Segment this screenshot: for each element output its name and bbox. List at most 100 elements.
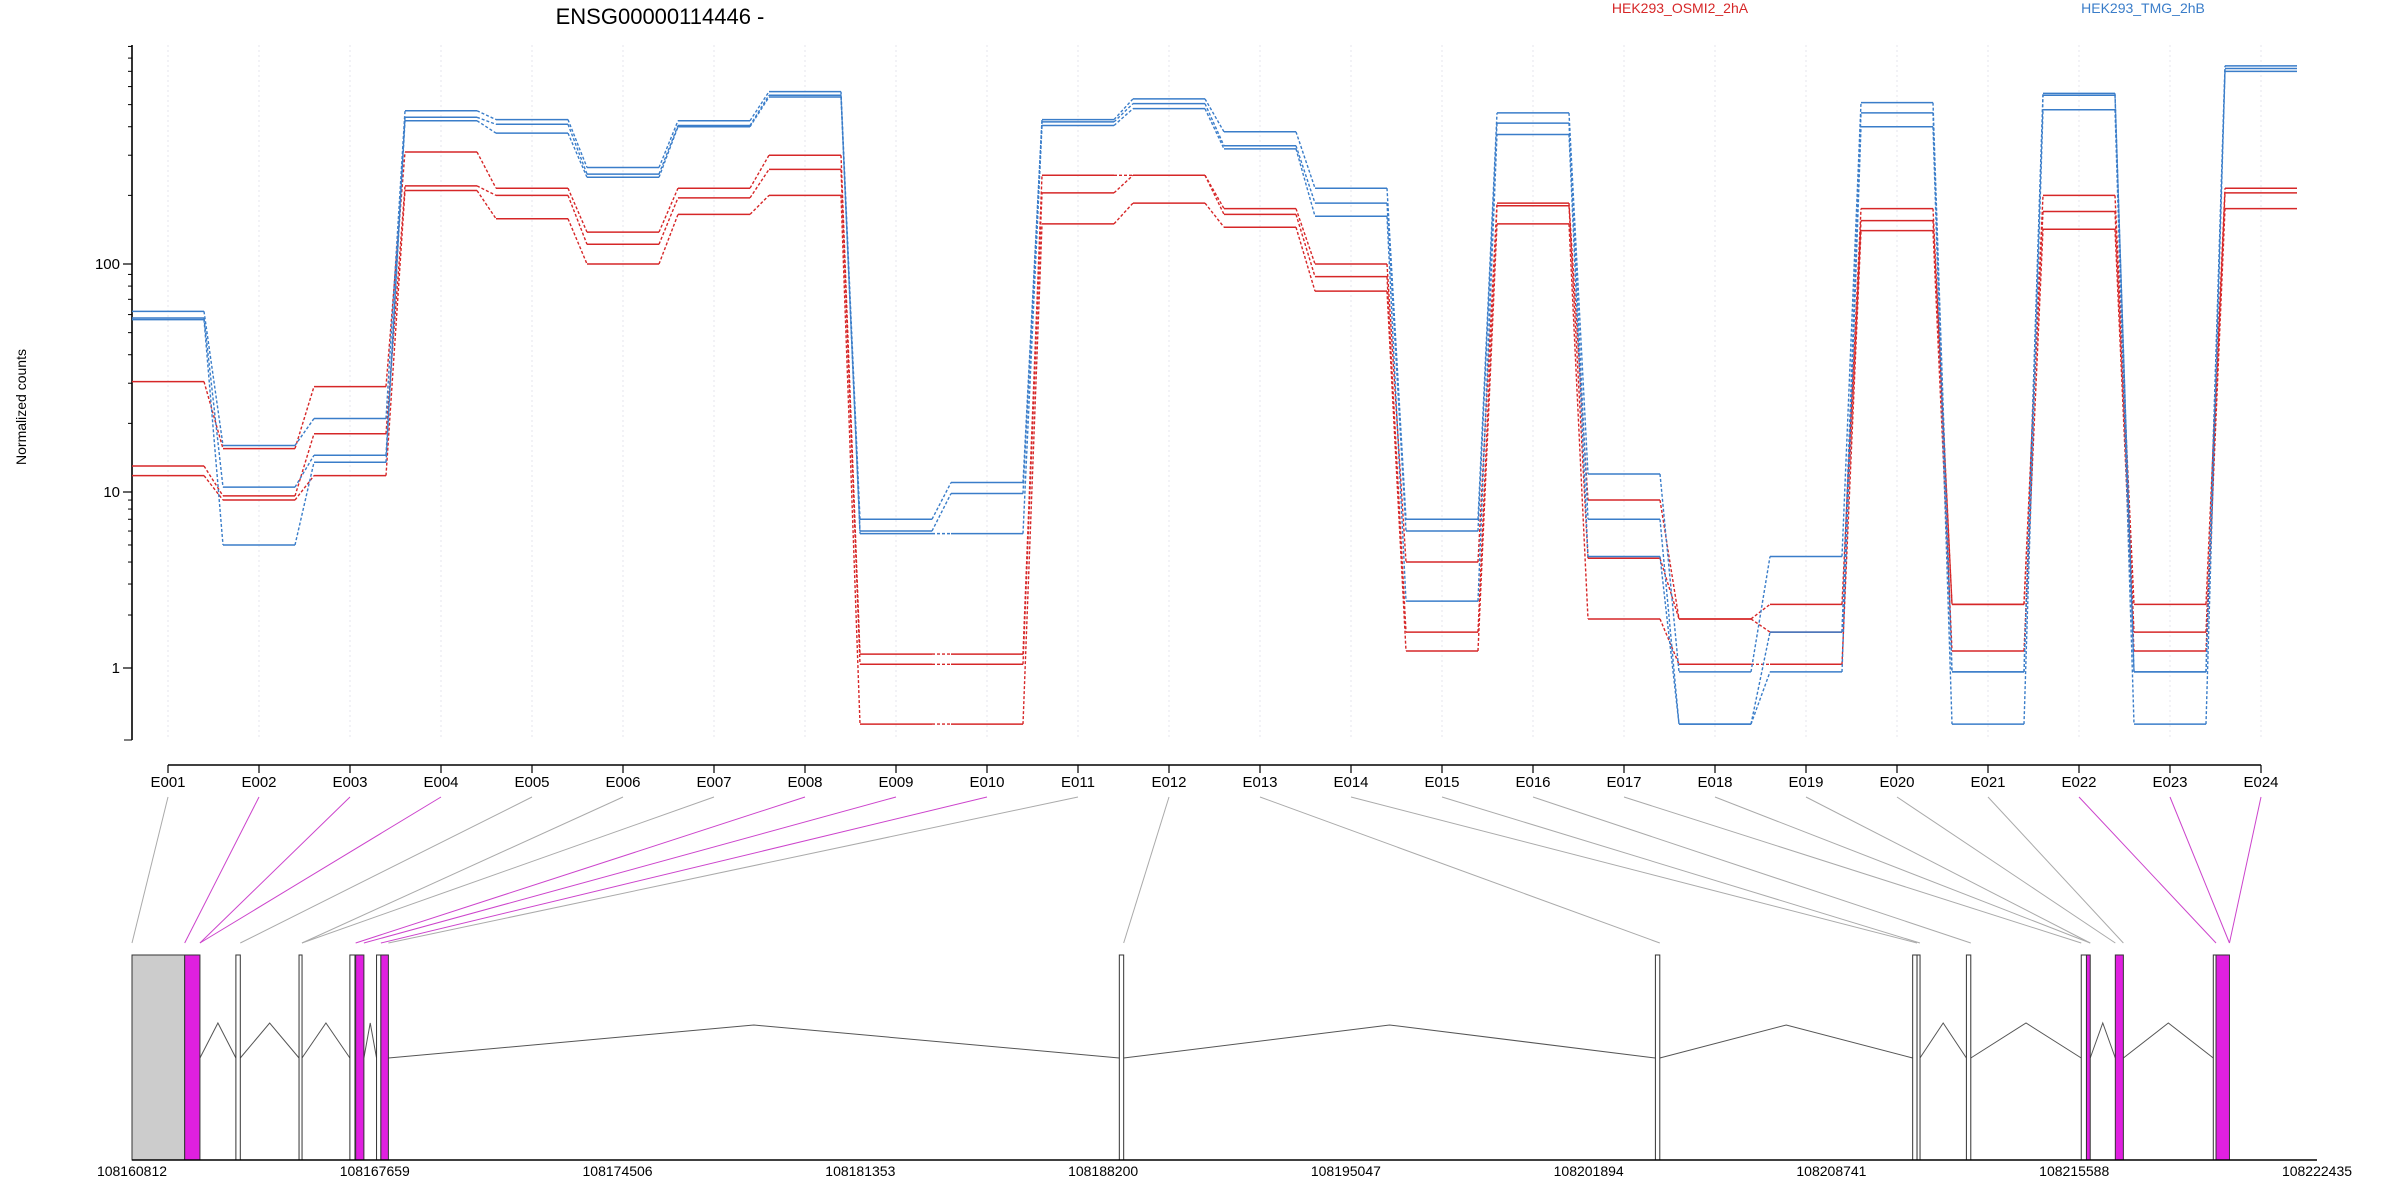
- intron-line: [2089, 1021, 2116, 1059]
- series-connector: [476, 116, 497, 125]
- exon-box: [1965, 954, 1972, 1161]
- series-connector: [1659, 618, 1680, 665]
- series-connector: [1932, 208, 1953, 605]
- series-connector: [567, 124, 588, 175]
- series-lines: [132, 65, 2297, 725]
- coordinate-label: 108201894: [1554, 1163, 1624, 1179]
- series-connector: [749, 94, 770, 126]
- intron-line: [1659, 1024, 1913, 1059]
- vertical-gridlines: [167, 45, 2262, 740]
- legend-osmi2: HEK293_OSMI2_2hA: [1612, 0, 1749, 16]
- series-6: [132, 70, 2297, 725]
- series-connector: [1841, 220, 1862, 633]
- series-connector: [1113, 108, 1134, 127]
- x-tick-label-e018: E018: [1697, 774, 1732, 791]
- x-tick-label-e009: E009: [878, 774, 913, 791]
- x-tick-label-e021: E021: [1970, 774, 2005, 791]
- series-connector: [1022, 223, 1043, 725]
- series-connector: [931, 493, 952, 532]
- series-connector: [567, 187, 588, 233]
- series-connector: [1477, 205, 1498, 633]
- series-connector: [1386, 276, 1407, 633]
- series-connector: [1386, 216, 1407, 602]
- series-connector: [1659, 556, 1680, 725]
- series-connector: [658, 187, 679, 233]
- x-tick-label-e017: E017: [1606, 774, 1641, 791]
- exon-connector: [131, 796, 169, 944]
- series-connector: [1295, 145, 1316, 204]
- exon-box: [2215, 954, 2230, 1161]
- exon-connector: [1805, 796, 2091, 944]
- series-connector: [567, 132, 588, 178]
- series-connector: [658, 214, 679, 265]
- x-tick-label-e022: E022: [2061, 774, 2096, 791]
- exon-connector: [1532, 796, 1971, 944]
- intron-line: [239, 1022, 300, 1059]
- series-connector: [2023, 95, 2044, 672]
- series-4: [132, 65, 2297, 673]
- series-connector: [1295, 148, 1316, 217]
- x-tick-label-e015: E015: [1424, 774, 1459, 791]
- series-connector: [203, 311, 224, 446]
- exon-connector: [363, 796, 897, 944]
- exon-connector: [1623, 796, 2082, 944]
- series-connector: [1113, 98, 1134, 121]
- x-tick-label-e024: E024: [2243, 774, 2278, 791]
- exon-connector: [1350, 796, 1918, 944]
- series-connector: [2023, 109, 2044, 725]
- coordinate-label: 108215588: [2039, 1163, 2109, 1179]
- series-connector: [1022, 192, 1043, 665]
- series-connector: [294, 454, 315, 488]
- exon-connector: [199, 796, 351, 944]
- x-tick-label-e013: E013: [1242, 774, 1277, 791]
- intron-line: [363, 1022, 378, 1059]
- exon-box: [355, 954, 365, 1161]
- series-connector: [658, 120, 679, 168]
- series-connector: [294, 386, 315, 449]
- exon-connector: [301, 796, 624, 944]
- intron-line: [1970, 1022, 2082, 1059]
- coordinate-label: 108181353: [825, 1163, 895, 1179]
- series-5: [132, 67, 2297, 725]
- series-connector: [1113, 202, 1134, 225]
- series-connector: [749, 154, 770, 189]
- series-connector: [1659, 519, 1680, 725]
- x-tick-label-e004: E004: [423, 774, 458, 791]
- exon-connector: [2228, 796, 2262, 944]
- series-connector: [203, 475, 224, 501]
- exon-box: [380, 954, 389, 1161]
- exon-connector: [355, 796, 806, 944]
- series-connector: [476, 190, 497, 220]
- series-connector: [1659, 558, 1680, 620]
- y-tick-label: 100: [95, 256, 120, 273]
- series-connector: [385, 185, 406, 434]
- series-connector: [1750, 556, 1771, 673]
- series-connector: [2023, 229, 2044, 651]
- coordinate-label: 108167659: [340, 1163, 410, 1179]
- series-connector: [1568, 134, 1589, 557]
- series-connector: [1295, 227, 1316, 292]
- intron-line: [388, 1024, 1120, 1059]
- series-3: [132, 189, 2297, 725]
- series-connector: [1750, 618, 1771, 633]
- series-connector: [1477, 112, 1498, 520]
- series-connector: [1022, 125, 1043, 534]
- series-connector: [749, 194, 770, 215]
- coordinate-label: 108160812: [97, 1163, 167, 1179]
- series-connector: [658, 126, 679, 178]
- series-connector: [1841, 230, 1862, 665]
- exon-connector: [2169, 796, 2230, 944]
- series-connector: [385, 110, 406, 419]
- exon-box: [235, 954, 241, 1161]
- series-connector: [840, 96, 861, 534]
- x-tick-label-e014: E014: [1333, 774, 1368, 791]
- series-connector: [2205, 71, 2226, 725]
- intron-line: [1919, 1022, 1967, 1059]
- x-tick-label-e008: E008: [787, 774, 822, 791]
- exon-connector: [380, 796, 988, 944]
- series-connector: [1113, 174, 1134, 194]
- x-tick-label-e012: E012: [1151, 774, 1186, 791]
- series-connector: [385, 117, 406, 456]
- series-connector: [203, 465, 224, 497]
- exon-box: [376, 954, 382, 1161]
